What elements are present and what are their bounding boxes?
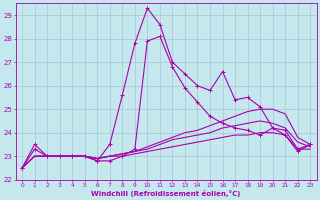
X-axis label: Windchill (Refroidissement éolien,°C): Windchill (Refroidissement éolien,°C)	[92, 190, 241, 197]
